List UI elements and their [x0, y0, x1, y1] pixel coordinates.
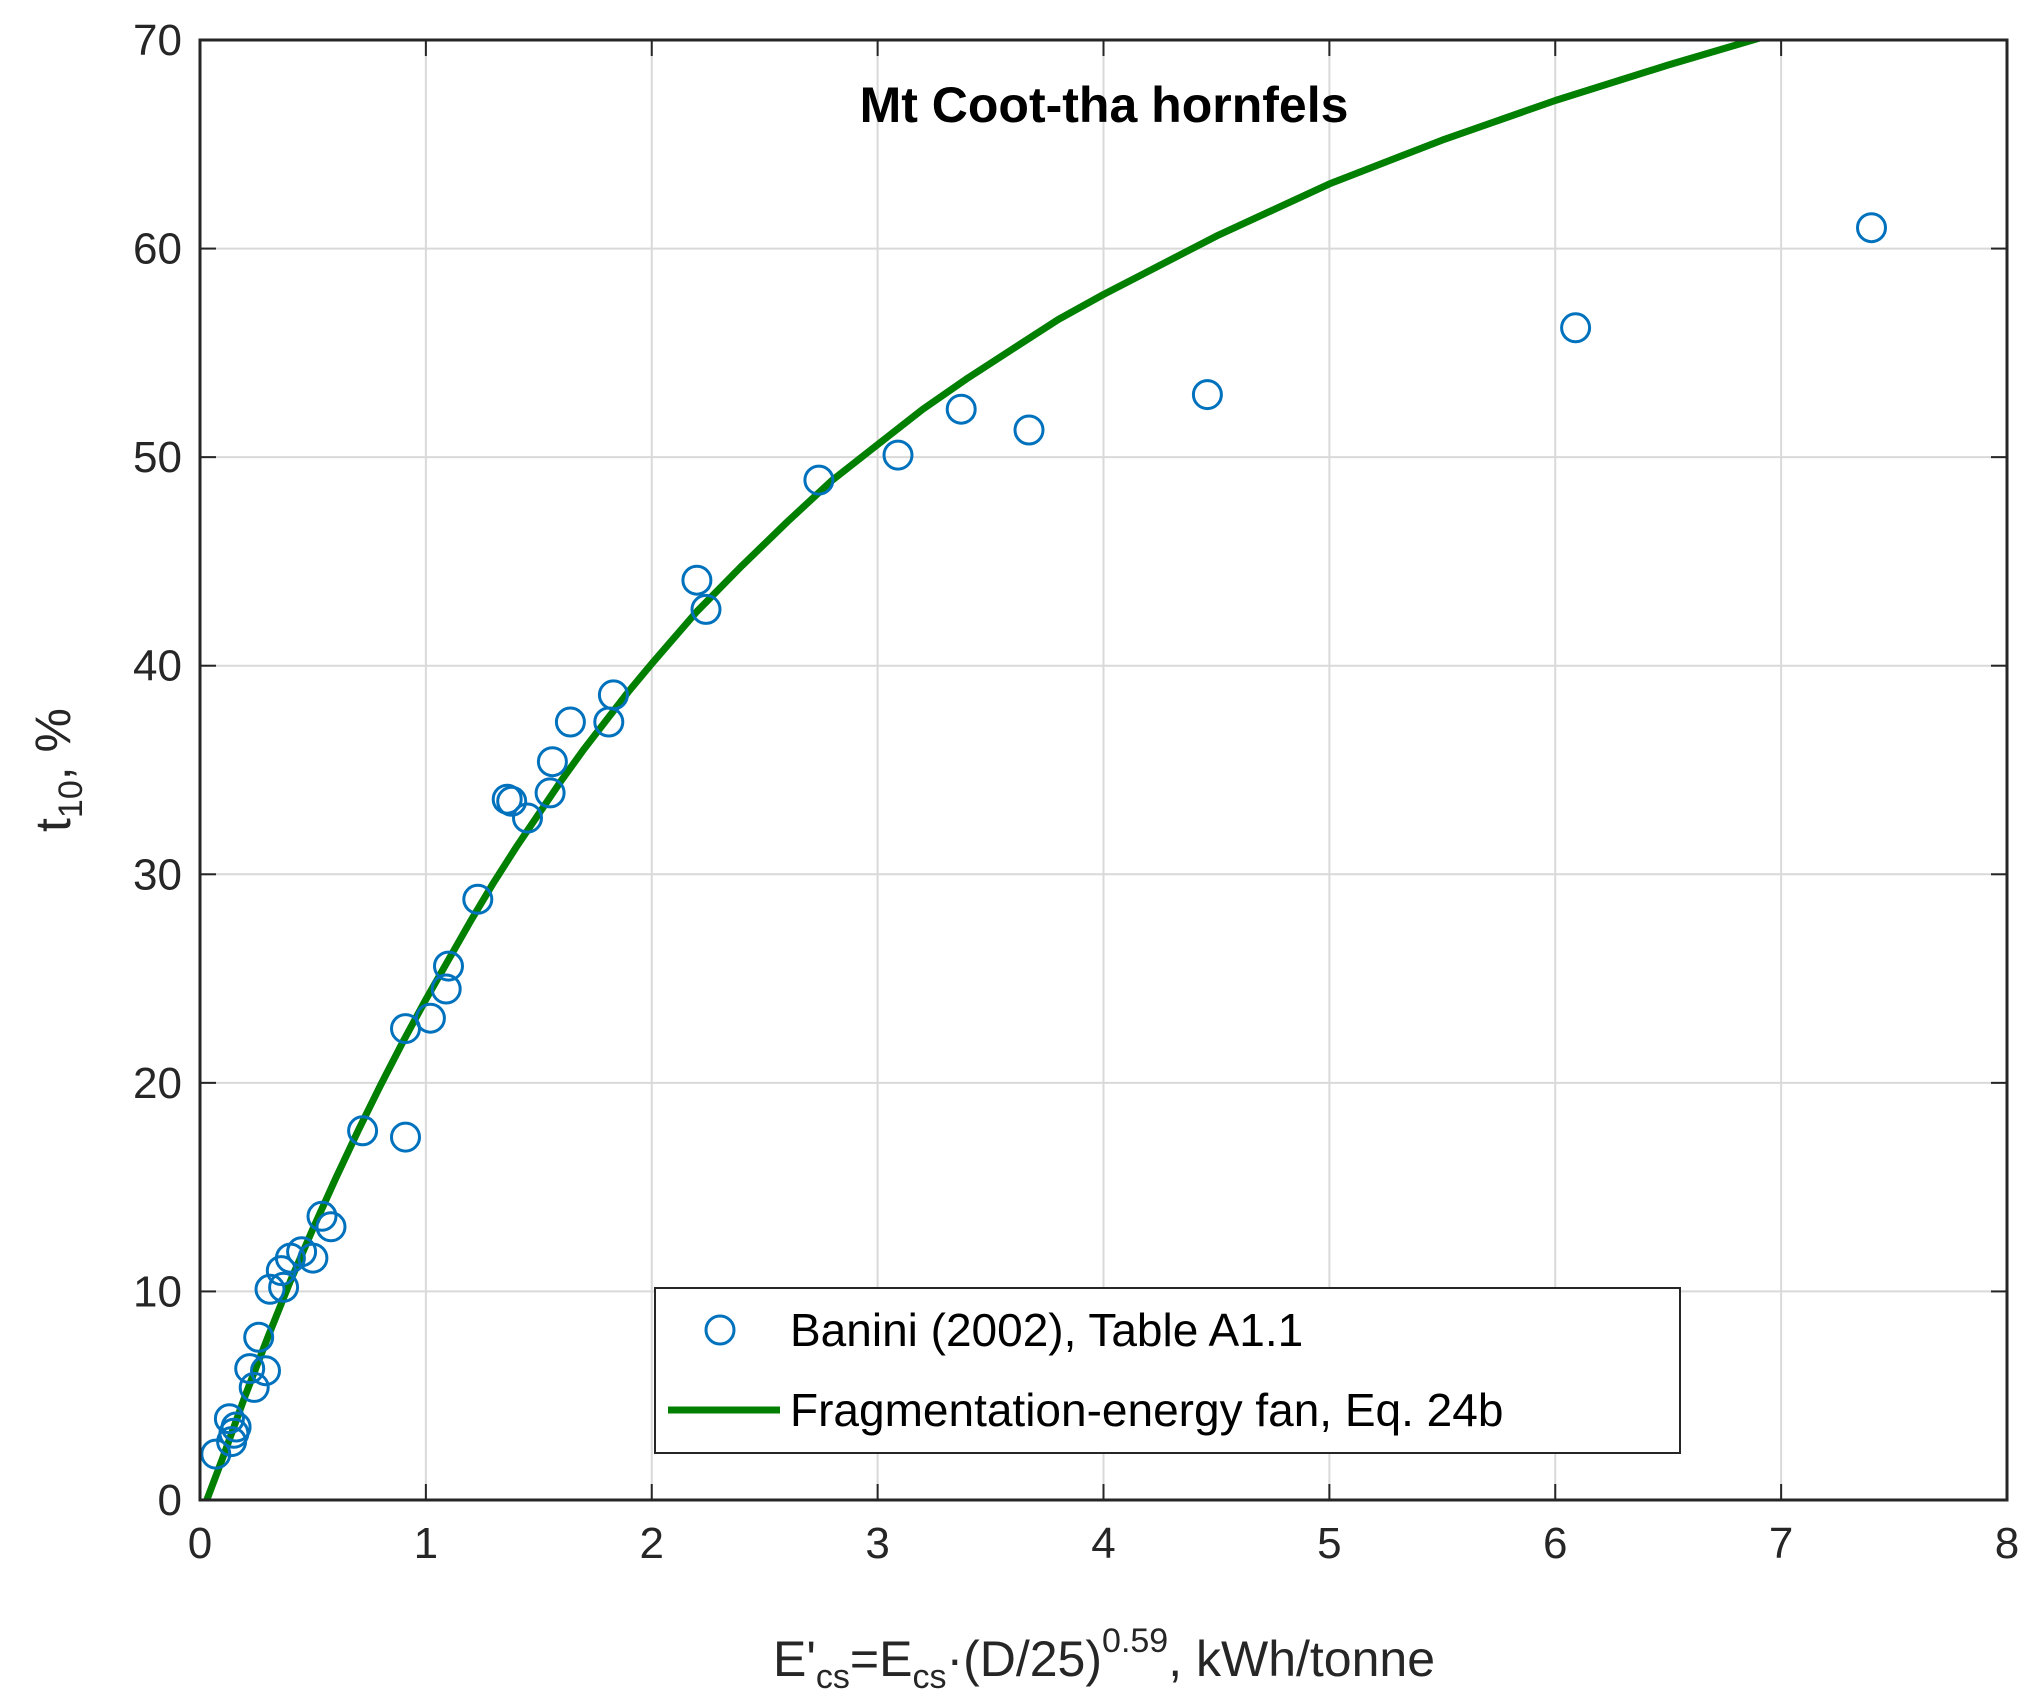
data-point [243, 1321, 275, 1353]
y-axis-label: t10, % [25, 708, 90, 832]
x-tick-label: 6 [1543, 1519, 1567, 1568]
x-label-suffix: , kWh/tonne [1168, 1631, 1435, 1687]
x-label-sub2: cs [912, 1658, 946, 1696]
y-tick-labels: 0 10 20 30 40 50 60 70 [133, 16, 182, 1525]
data-point [882, 439, 914, 471]
data-point [597, 679, 629, 711]
x-tick-label: 4 [1091, 1519, 1115, 1568]
x-tick-label: 8 [1995, 1519, 2019, 1568]
data-point [554, 706, 586, 738]
x-tick-label: 0 [188, 1519, 212, 1568]
data-point [1191, 379, 1223, 411]
data-point [945, 393, 977, 425]
legend: Banini (2002), Table A1.1 Fragmentation-… [654, 1287, 1681, 1454]
x-label-after: ·(D/25) [946, 1631, 1102, 1687]
x-tick-label: 2 [640, 1519, 664, 1568]
x-label-sub1: cs [816, 1658, 850, 1696]
data-point [433, 950, 464, 982]
y-tick-label: 60 [133, 225, 182, 274]
y-tick-label: 20 [133, 1059, 182, 1108]
fit-curve-layer [203, 40, 1766, 1500]
y-label-sub: 10 [52, 780, 90, 818]
data-point [462, 883, 494, 915]
x-tick-label: 5 [1317, 1519, 1341, 1568]
data-point [534, 777, 566, 809]
legend-marker-scatter [704, 1314, 736, 1346]
data-point [690, 593, 722, 625]
data-point [512, 802, 543, 834]
x-tick-label: 1 [414, 1519, 438, 1568]
y-tick-label: 0 [158, 1476, 182, 1525]
y-tick-label: 40 [133, 642, 182, 691]
data-point [414, 1002, 446, 1034]
x-tick-labels: 0 1 2 3 4 5 6 7 8 [188, 1519, 2019, 1568]
y-tick-label: 30 [133, 850, 182, 899]
data-point [496, 785, 528, 817]
data-point [347, 1115, 379, 1147]
x-label-mid: =E [850, 1631, 913, 1687]
x-label-sup: 0.59 [1102, 1622, 1168, 1660]
y-tick-label: 50 [133, 433, 182, 482]
y-label-main: t [25, 818, 81, 832]
chart-title: Mt Coot-tha hornfels [860, 77, 1349, 133]
y-tick-label: 70 [133, 16, 182, 65]
data-point [681, 564, 713, 596]
data-point [1013, 414, 1045, 446]
data-point [238, 1371, 270, 1403]
x-label-prefix: E' [773, 1631, 816, 1687]
legend-label-scatter: Banini (2002), Table A1.1 [790, 1304, 1303, 1356]
y-tick-label: 10 [133, 1267, 182, 1316]
x-axis-label: E'cs=Ecs·(D/25)0.59, kWh/tonne [773, 1622, 1435, 1696]
fit-curve [203, 40, 1766, 1500]
data-point [220, 1411, 252, 1443]
x-tick-label: 7 [1769, 1519, 1793, 1568]
data-point [803, 464, 835, 496]
data-point [536, 746, 568, 778]
data-point [430, 973, 462, 1005]
data-point [254, 1273, 286, 1305]
data-point [297, 1242, 329, 1274]
data-point [1560, 312, 1592, 344]
data-points-layer [200, 212, 1887, 1470]
data-point [250, 1355, 281, 1387]
legend-label-line: Fragmentation-energy fan, Eq. 24b [790, 1384, 1503, 1436]
data-point [213, 1403, 245, 1435]
data-point [268, 1271, 300, 1303]
data-point [306, 1200, 338, 1232]
x-tick-label: 3 [865, 1519, 889, 1568]
legend-box [654, 1287, 1681, 1454]
data-point [234, 1353, 266, 1385]
y-label-suffix: , % [25, 708, 81, 780]
axis-ticks [199, 39, 2008, 1501]
data-point [1856, 212, 1887, 244]
data-point [390, 1121, 421, 1153]
data-point [315, 1211, 347, 1243]
